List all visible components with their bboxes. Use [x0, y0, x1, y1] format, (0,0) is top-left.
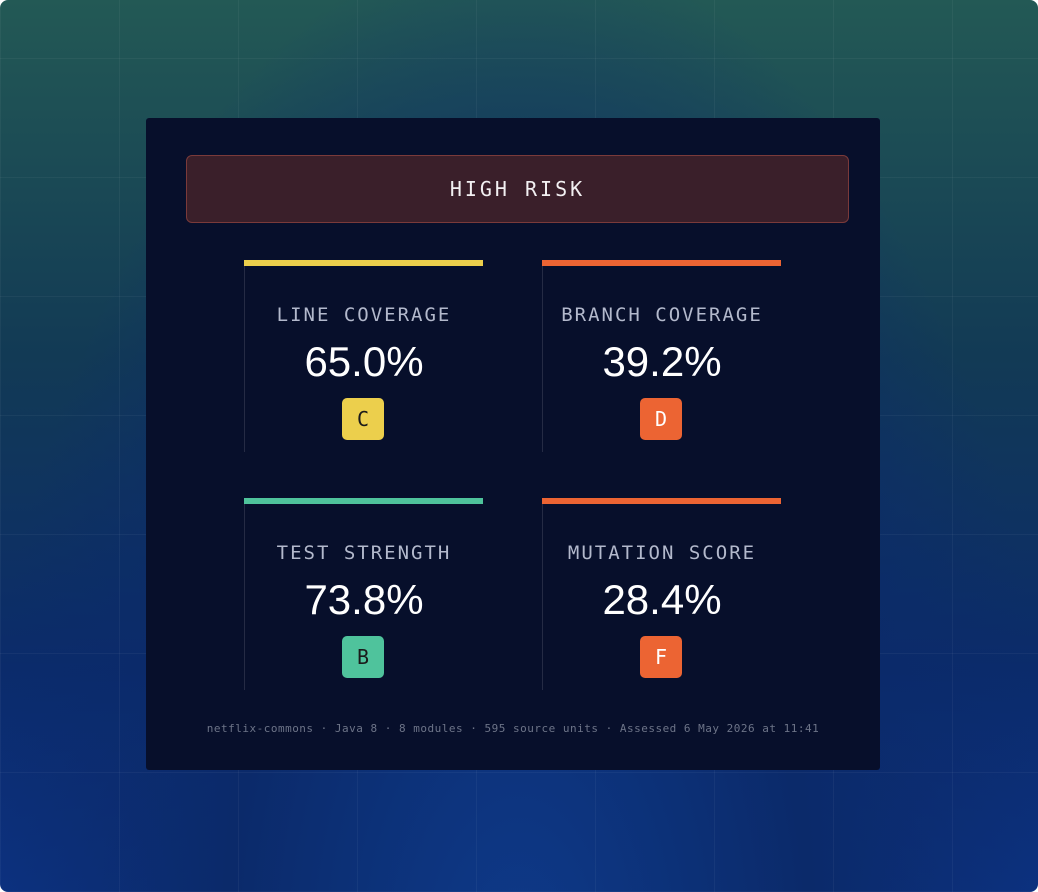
metric-label: BRANCH COVERAGE	[561, 304, 763, 326]
accent-bar	[244, 260, 483, 266]
metric-value: 73.8%	[304, 576, 424, 623]
grade-badge: D	[640, 398, 682, 440]
grade-badge: B	[342, 636, 384, 678]
metric-label: LINE COVERAGE	[276, 304, 452, 326]
metric-value: 39.2%	[602, 338, 722, 385]
footer: netflix-commons · Java 8 · 8 modules · 5…	[206, 722, 820, 735]
accent-bar	[244, 498, 483, 504]
metric-value: 28.4%	[602, 576, 722, 623]
accent-bar	[542, 260, 781, 266]
risk-banner: HIGH RISK	[186, 155, 849, 223]
metric-tile: BRANCH COVERAGE 39.2% D	[542, 260, 781, 452]
grade-badge: F	[640, 636, 682, 678]
metric-value: 65.0%	[304, 338, 424, 385]
report-card: HIGH RISK netflix-commons · Java 8 · 8 m…	[146, 118, 880, 770]
accent-bar	[542, 498, 781, 504]
metric-label: TEST STRENGTH	[276, 542, 452, 564]
metric-tile: LINE COVERAGE 65.0% C	[244, 260, 483, 452]
metric-tile: MUTATION SCORE 28.4% F	[542, 498, 781, 690]
metric-tile: TEST STRENGTH 73.8% B	[244, 498, 483, 690]
grade-badge: C	[342, 398, 384, 440]
metric-label: MUTATION SCORE	[567, 542, 757, 564]
